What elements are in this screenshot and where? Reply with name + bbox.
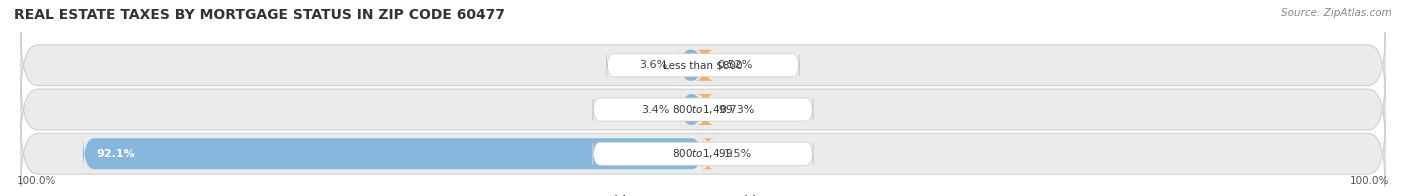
Text: 92.1%: 92.1% bbox=[97, 149, 135, 159]
Text: 100.0%: 100.0% bbox=[17, 176, 56, 186]
FancyBboxPatch shape bbox=[696, 45, 714, 85]
Text: Less than $800: Less than $800 bbox=[664, 60, 742, 70]
Text: 0.52%: 0.52% bbox=[717, 60, 752, 70]
FancyBboxPatch shape bbox=[593, 98, 813, 121]
FancyBboxPatch shape bbox=[681, 90, 703, 129]
FancyBboxPatch shape bbox=[83, 134, 703, 174]
Legend: Without Mortgage, With Mortgage: Without Mortgage, With Mortgage bbox=[581, 190, 825, 196]
FancyBboxPatch shape bbox=[21, 121, 1385, 187]
FancyBboxPatch shape bbox=[679, 45, 703, 85]
Text: 0.73%: 0.73% bbox=[718, 104, 754, 114]
FancyBboxPatch shape bbox=[702, 134, 714, 174]
FancyBboxPatch shape bbox=[21, 77, 1385, 142]
FancyBboxPatch shape bbox=[21, 33, 1385, 98]
Text: 3.6%: 3.6% bbox=[640, 60, 668, 70]
Text: 100.0%: 100.0% bbox=[1350, 176, 1389, 186]
Text: REAL ESTATE TAXES BY MORTGAGE STATUS IN ZIP CODE 60477: REAL ESTATE TAXES BY MORTGAGE STATUS IN … bbox=[14, 8, 505, 22]
Text: Source: ZipAtlas.com: Source: ZipAtlas.com bbox=[1281, 8, 1392, 18]
FancyBboxPatch shape bbox=[697, 90, 714, 129]
FancyBboxPatch shape bbox=[593, 142, 813, 165]
Text: 3.4%: 3.4% bbox=[641, 104, 669, 114]
FancyBboxPatch shape bbox=[606, 54, 800, 77]
Text: 1.5%: 1.5% bbox=[724, 149, 752, 159]
Text: $800 to $1,499: $800 to $1,499 bbox=[672, 103, 734, 116]
Text: $800 to $1,499: $800 to $1,499 bbox=[672, 147, 734, 160]
